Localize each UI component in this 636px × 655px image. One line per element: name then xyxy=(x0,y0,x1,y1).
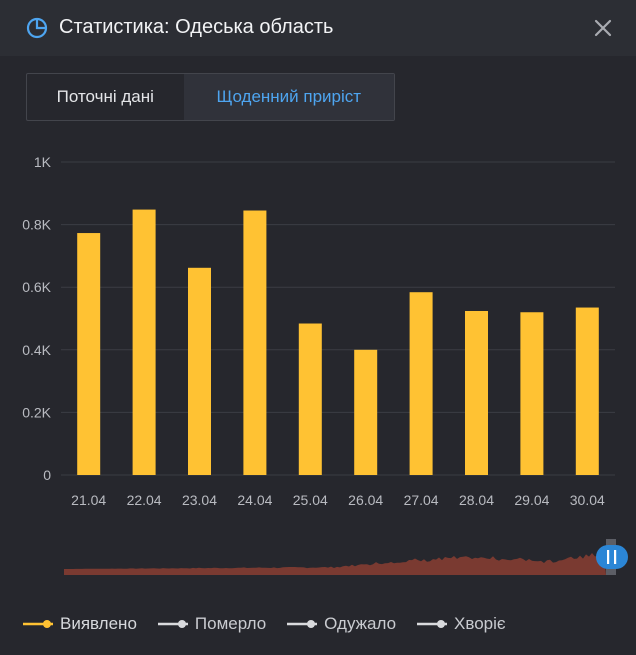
legend-label: Хворіє xyxy=(454,614,506,633)
view-tabs: Поточні дані Щоденний приріст xyxy=(26,73,395,121)
bar-23.04[interactable] xyxy=(188,267,211,475)
close-icon[interactable] xyxy=(592,17,614,39)
legend-marker-icon xyxy=(23,620,53,628)
x-tick-label: 21.04 xyxy=(71,492,106,508)
bar-21.04[interactable] xyxy=(77,233,101,475)
legend-item-died[interactable]: Померло xyxy=(157,614,266,634)
x-tick-label: 27.04 xyxy=(404,492,439,508)
x-tick-label: 26.04 xyxy=(348,492,383,508)
legend-marker-icon xyxy=(157,620,188,628)
pie-chart-icon xyxy=(26,17,48,39)
legend-label: Померло xyxy=(194,614,267,633)
x-tick-label: 22.04 xyxy=(127,492,162,508)
y-tick-label: 0 xyxy=(43,467,51,483)
x-tick-label: 23.04 xyxy=(182,492,217,508)
bar-24.04[interactable] xyxy=(243,210,267,475)
legend-marker-icon xyxy=(287,620,318,628)
y-tick-label: 0.8K xyxy=(22,217,51,233)
x-tick-label: 29.04 xyxy=(514,492,549,508)
bar-29.04[interactable] xyxy=(520,312,544,475)
dialog-header: Статистика: Одеська область xyxy=(0,0,636,56)
x-tick-label: 30.04 xyxy=(570,492,605,508)
bar-30.04[interactable] xyxy=(575,307,599,475)
y-tick-label: 0.2K xyxy=(22,404,51,420)
legend-marker-icon xyxy=(417,620,448,628)
chart-legend: Виявлено Померло Одужало Хворіє xyxy=(22,612,526,636)
y-tick-label: 0.4K xyxy=(22,342,51,358)
dialog-title: Статистика: Одеська область xyxy=(59,16,334,38)
y-tick-label: 0.6K xyxy=(22,279,51,295)
y-tick-label: 1K xyxy=(34,154,52,170)
bar-25.04[interactable] xyxy=(298,323,322,475)
tab-daily-increase[interactable]: Щоденний приріст xyxy=(183,74,394,120)
bar-28.04[interactable] xyxy=(465,310,488,475)
legend-item-recovered[interactable]: Одужало xyxy=(286,614,396,634)
legend-label: Одужало xyxy=(324,614,397,633)
bar-26.04[interactable] xyxy=(354,349,378,475)
range-handle[interactable] xyxy=(596,545,628,569)
timeline-overview[interactable] xyxy=(0,535,636,585)
x-tick-label: 25.04 xyxy=(293,492,328,508)
overview-area xyxy=(64,551,606,575)
bar-chart: 0 0.2K 0.4K 0.6K 0.8K 1K 21.04 22.04 23.04 24.04 2… xyxy=(22,154,615,508)
bar-22.04[interactable] xyxy=(132,209,156,475)
tab-current-data[interactable]: Поточні дані xyxy=(56,87,154,106)
legend-item-detected[interactable]: Виявлено xyxy=(22,614,137,634)
bar-27.04[interactable] xyxy=(409,292,433,475)
legend-item-sick[interactable]: Хворіє xyxy=(416,614,506,634)
x-tick-label: 28.04 xyxy=(459,492,494,508)
x-tick-label: 24.04 xyxy=(237,492,272,508)
legend-label: Виявлено xyxy=(60,614,137,633)
